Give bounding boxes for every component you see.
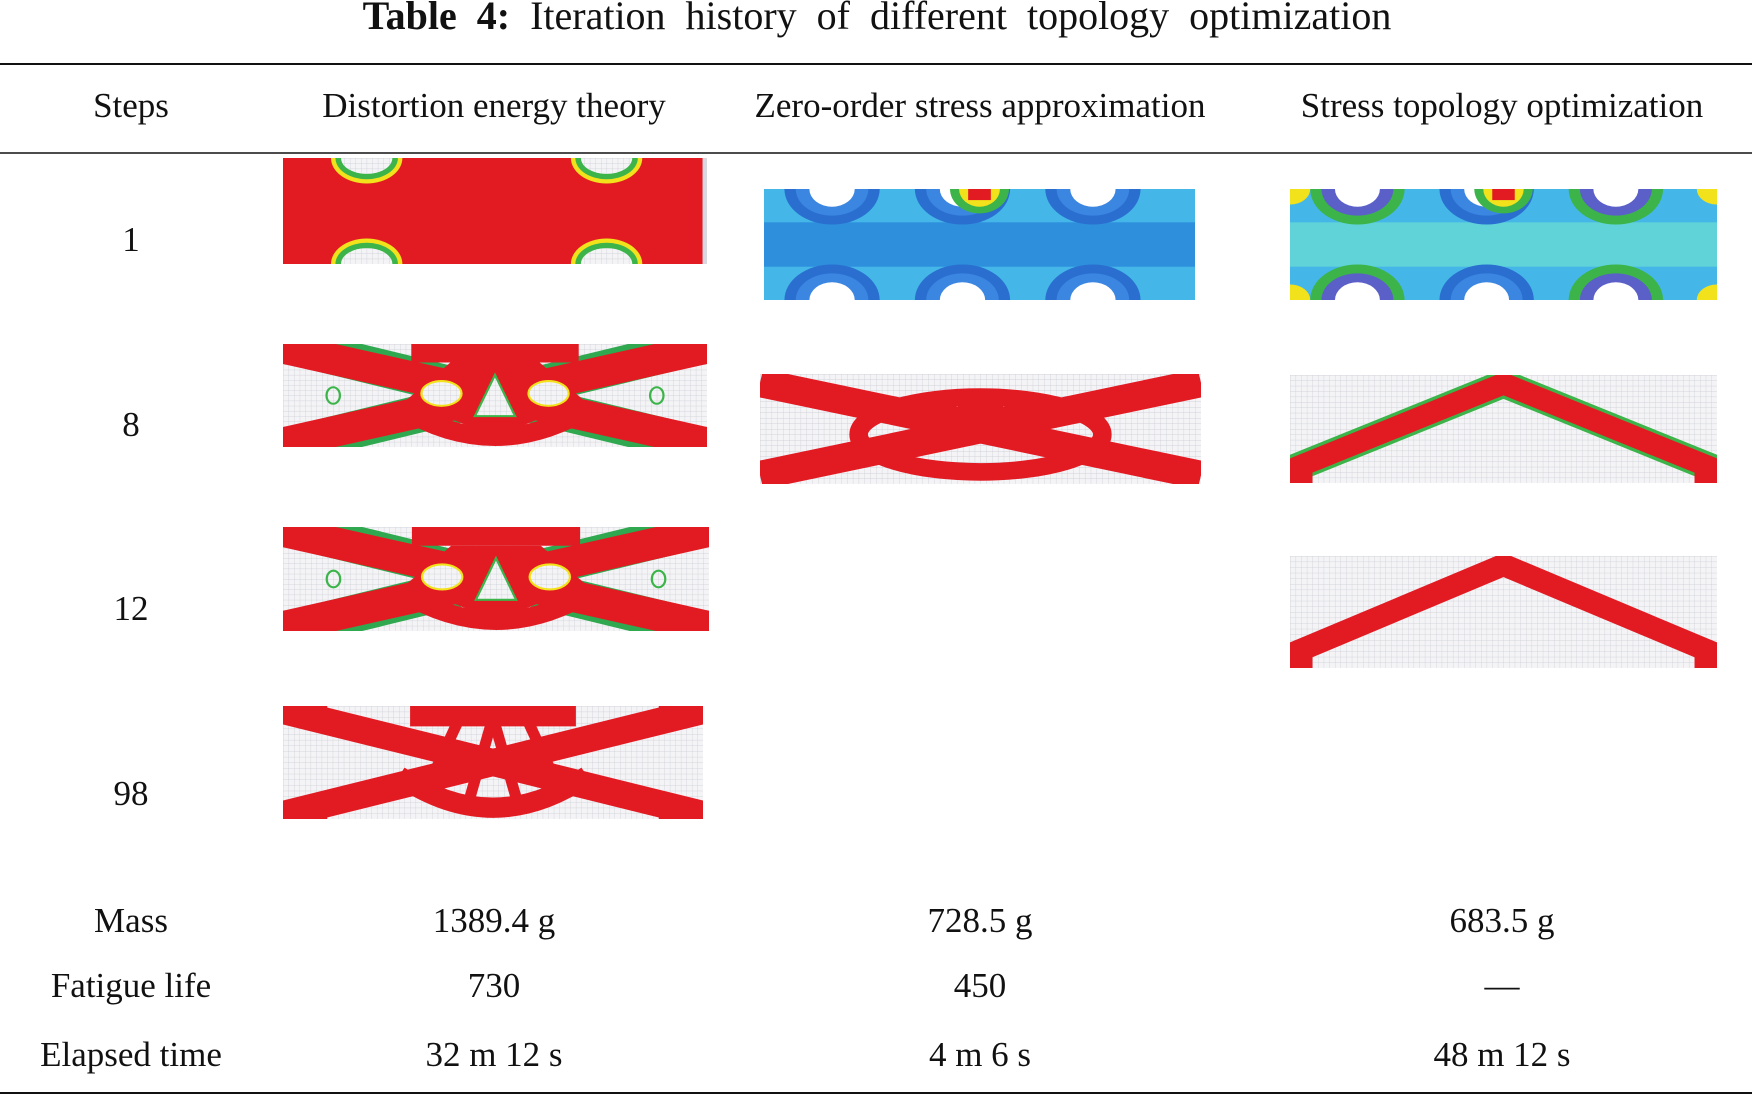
edge bbox=[702, 158, 707, 264]
topology-image bbox=[1290, 189, 1717, 300]
hole bbox=[473, 372, 517, 418]
hotspot bbox=[1696, 189, 1717, 205]
field-band bbox=[1290, 222, 1717, 267]
hole bbox=[341, 158, 393, 174]
hole bbox=[1593, 189, 1639, 207]
cell-value: 32 m 12 s bbox=[425, 1035, 562, 1074]
cell-value: 48 m 12 s bbox=[1433, 1035, 1570, 1074]
hole bbox=[474, 555, 518, 601]
caption-label: Table 4: bbox=[363, 0, 510, 38]
hole bbox=[420, 380, 463, 407]
hole bbox=[1464, 282, 1510, 300]
cell-value: 4 m 6 s bbox=[929, 1035, 1031, 1074]
hotspot bbox=[1696, 284, 1717, 300]
column-header: Steps bbox=[93, 86, 169, 125]
topology-image bbox=[764, 189, 1195, 300]
topology-image bbox=[283, 706, 703, 819]
hole bbox=[939, 282, 986, 300]
cell-value: — bbox=[1484, 966, 1521, 1005]
cell-value: 730 bbox=[468, 966, 521, 1005]
hole bbox=[1070, 282, 1116, 300]
row-label: Fatigue life bbox=[51, 966, 211, 1005]
hole bbox=[809, 282, 855, 300]
step-label: 1 bbox=[122, 220, 140, 259]
topology-image bbox=[283, 527, 709, 631]
member bbox=[1290, 556, 1717, 665]
column-header: Zero-order stress approximation bbox=[755, 86, 1206, 125]
hole bbox=[580, 158, 633, 174]
column-header: Distortion energy theory bbox=[322, 86, 666, 125]
hole bbox=[1334, 189, 1380, 207]
member bbox=[487, 715, 526, 815]
topology-image bbox=[1290, 375, 1717, 483]
member bbox=[1694, 461, 1717, 483]
hole bbox=[341, 248, 393, 264]
member bbox=[899, 390, 1062, 435]
hole bbox=[420, 563, 464, 591]
hole bbox=[1070, 189, 1116, 207]
hole bbox=[809, 189, 855, 207]
hole bbox=[650, 569, 667, 589]
member bbox=[1290, 375, 1717, 480]
field-band bbox=[764, 222, 1195, 267]
member bbox=[521, 714, 567, 797]
cell-value: 683.5 g bbox=[1450, 901, 1555, 940]
step-label: 98 bbox=[114, 774, 149, 813]
member bbox=[460, 715, 499, 815]
hole bbox=[1593, 282, 1639, 300]
hole bbox=[325, 569, 342, 589]
hole bbox=[1334, 282, 1380, 300]
topology-image bbox=[760, 374, 1201, 484]
hole bbox=[527, 380, 570, 407]
hole bbox=[528, 563, 572, 591]
cell-value: 450 bbox=[954, 966, 1007, 1005]
hole bbox=[648, 386, 665, 405]
topology-image bbox=[283, 344, 707, 447]
table-caption: Table 4: Iteration history of different … bbox=[363, 0, 1392, 38]
step-label: 8 bbox=[122, 405, 140, 444]
step-label: 12 bbox=[114, 589, 149, 628]
hole bbox=[580, 248, 633, 264]
member bbox=[419, 714, 465, 797]
hotspot bbox=[1492, 189, 1515, 201]
caption-text: Iteration history of different topology … bbox=[530, 0, 1391, 38]
topology-image bbox=[1290, 556, 1717, 668]
member bbox=[1694, 645, 1717, 668]
row-label: Mass bbox=[94, 901, 168, 940]
row-label: Elapsed time bbox=[40, 1035, 222, 1074]
hotspot bbox=[1290, 284, 1311, 300]
hotspot bbox=[1290, 189, 1311, 205]
cell-value: 728.5 g bbox=[928, 901, 1033, 940]
column-header: Stress topology optimization bbox=[1301, 86, 1703, 125]
member bbox=[1290, 645, 1313, 668]
hotspot bbox=[968, 189, 991, 201]
member bbox=[1290, 461, 1313, 483]
cell-value: 1389.4 g bbox=[433, 901, 556, 940]
topology-image bbox=[283, 158, 707, 264]
hole bbox=[325, 386, 342, 405]
member bbox=[283, 706, 703, 819]
